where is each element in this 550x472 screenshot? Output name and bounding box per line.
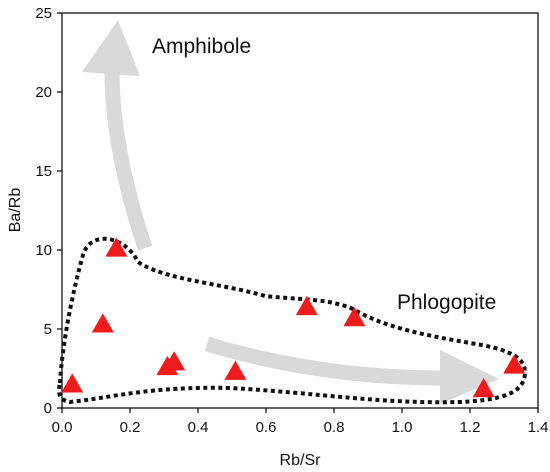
x-tick-label: 1.0 bbox=[392, 419, 413, 436]
data-point-triangle bbox=[61, 373, 84, 393]
data-point-triangle bbox=[472, 378, 495, 398]
x-tick-label: 0.6 bbox=[256, 419, 277, 436]
y-tick-label: 15 bbox=[35, 163, 52, 180]
amphibole-trend-arrow bbox=[82, 20, 153, 251]
data-point-triangle bbox=[343, 306, 366, 327]
x-tick-label: 0.2 bbox=[120, 419, 141, 436]
y-tick-label: 5 bbox=[44, 321, 52, 338]
data-point-triangle bbox=[91, 313, 114, 333]
data-point-triangle bbox=[503, 354, 526, 374]
x-tick-label: 0.8 bbox=[324, 419, 345, 436]
data-point-triangle bbox=[295, 295, 318, 316]
x-tick-label: 1.4 bbox=[528, 419, 549, 436]
y-tick-label: 20 bbox=[35, 84, 52, 101]
y-axis-ticks: 0 5 10 15 20 25 bbox=[35, 5, 62, 417]
y-axis-title: Ba/Rb bbox=[7, 188, 24, 233]
data-point-triangle bbox=[105, 237, 128, 257]
x-axis-title: Rb/Sr bbox=[280, 452, 322, 469]
annotation-phlogopite: Phlogopite bbox=[397, 291, 496, 314]
y-tick-label: 10 bbox=[35, 242, 52, 259]
x-tick-label: 0.4 bbox=[188, 419, 209, 436]
data-point-triangle bbox=[224, 360, 247, 380]
y-tick-label: 25 bbox=[35, 5, 52, 22]
data-point-triangle bbox=[163, 351, 186, 371]
annotation-amphibole: Amphibole bbox=[152, 35, 251, 58]
data-points bbox=[61, 237, 526, 398]
phlogopite-field-outline bbox=[57, 236, 528, 405]
x-tick-label: 0.0 bbox=[52, 419, 73, 436]
y-tick-label: 0 bbox=[44, 400, 52, 417]
plot-frame bbox=[61, 12, 539, 409]
phlogopite-trend-arrow bbox=[204, 336, 499, 404]
x-tick-label: 1.2 bbox=[460, 419, 481, 436]
x-axis-ticks: 0.0 0.2 0.4 0.6 0.8 1.0 1.2 1.4 bbox=[52, 408, 549, 436]
